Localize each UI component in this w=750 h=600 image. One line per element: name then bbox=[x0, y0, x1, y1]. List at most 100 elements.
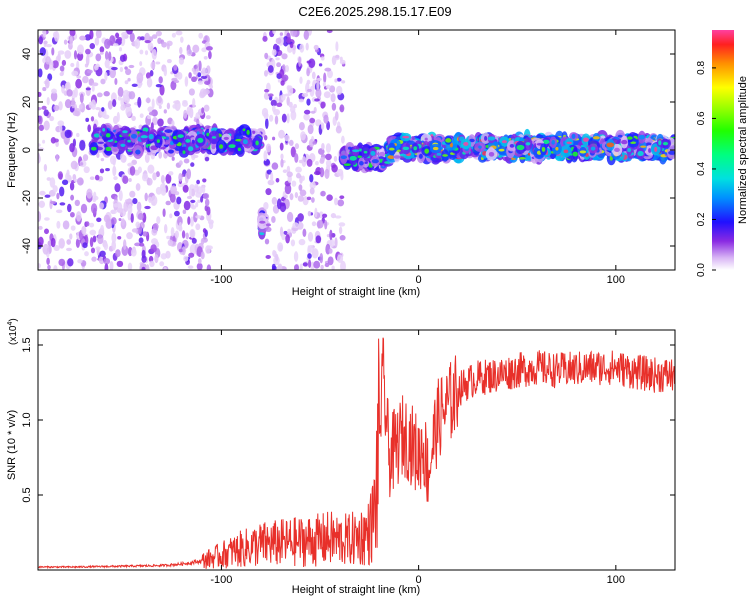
noise-speck bbox=[263, 92, 270, 100]
noise-speck bbox=[182, 209, 187, 214]
signal-peak bbox=[468, 138, 475, 143]
noise-speck bbox=[85, 48, 91, 55]
noise-speck bbox=[151, 98, 155, 109]
noise-speck bbox=[283, 194, 288, 199]
signal-peak bbox=[627, 136, 633, 140]
noise-speck bbox=[305, 42, 309, 51]
noise-speck bbox=[335, 54, 340, 59]
snr-xlabel: Height of straight line (km) bbox=[292, 584, 420, 596]
noise-speck bbox=[335, 111, 339, 121]
noise-speck bbox=[306, 196, 312, 201]
noise-speck bbox=[184, 76, 189, 87]
noise-speck bbox=[95, 53, 102, 62]
noise-speck bbox=[171, 156, 175, 161]
noise-speck bbox=[108, 51, 112, 61]
noise-speck bbox=[195, 223, 201, 231]
noise-speck bbox=[109, 35, 116, 46]
noise-speck bbox=[275, 57, 280, 61]
noise-speck bbox=[130, 248, 137, 257]
noise-speck bbox=[128, 91, 136, 100]
noise-speck bbox=[137, 96, 142, 108]
noise-speck bbox=[50, 91, 58, 102]
noise-speck bbox=[192, 44, 200, 54]
signal-peak bbox=[393, 155, 401, 159]
noise-speck bbox=[313, 44, 319, 50]
signal-peak bbox=[640, 145, 647, 148]
signal-peak bbox=[182, 150, 186, 154]
signal-peak bbox=[487, 136, 496, 141]
noise-speck bbox=[105, 168, 110, 172]
y-tick-label: 20 bbox=[21, 96, 33, 108]
noise-speck bbox=[52, 60, 59, 69]
noise-speck bbox=[271, 265, 278, 270]
signal-peak bbox=[223, 136, 229, 141]
noise-speck bbox=[66, 89, 73, 97]
noise-speck bbox=[302, 262, 308, 267]
signal-peak bbox=[501, 140, 507, 144]
noise-speck bbox=[77, 259, 83, 264]
noise-speck bbox=[117, 236, 122, 240]
noise-speck bbox=[131, 83, 138, 87]
noise-speck bbox=[163, 267, 167, 270]
noise-speck bbox=[183, 200, 191, 211]
noise-speck bbox=[62, 220, 70, 230]
noise-speck bbox=[89, 176, 95, 181]
noise-speck bbox=[110, 92, 117, 103]
noise-speck bbox=[320, 156, 325, 163]
noise-speck bbox=[58, 258, 66, 267]
signal-peak bbox=[251, 130, 256, 134]
noise-speck bbox=[186, 49, 193, 56]
noise-speck bbox=[323, 114, 329, 124]
noise-speck bbox=[297, 195, 304, 202]
noise-speck bbox=[265, 118, 269, 129]
noise-speck bbox=[197, 199, 201, 203]
noise-speck bbox=[113, 203, 119, 208]
noise-speck bbox=[116, 260, 124, 268]
signal-peak bbox=[402, 146, 410, 151]
signal-peak bbox=[638, 134, 646, 140]
noise-speck bbox=[101, 107, 105, 112]
signal-peak bbox=[579, 150, 587, 154]
noise-speck bbox=[286, 37, 292, 44]
noise-speck bbox=[289, 193, 294, 201]
noise-speck bbox=[181, 230, 186, 239]
noise-speck bbox=[171, 120, 175, 127]
noise-speck bbox=[66, 169, 70, 178]
noise-speck bbox=[290, 239, 296, 247]
noise-speck bbox=[320, 122, 325, 131]
noise-speck bbox=[150, 61, 156, 70]
noise-speck bbox=[329, 85, 336, 93]
noise-speck bbox=[52, 185, 58, 193]
noise-speck bbox=[186, 195, 193, 200]
signal-peak bbox=[432, 146, 439, 151]
noise-speck bbox=[145, 264, 150, 270]
noise-speck bbox=[200, 238, 205, 245]
noise-speck bbox=[280, 158, 284, 168]
noise-speck bbox=[155, 30, 162, 37]
noise-speck bbox=[309, 181, 316, 190]
noise-speck bbox=[339, 195, 345, 200]
noise-speck bbox=[331, 265, 335, 270]
noise-speck bbox=[296, 172, 301, 179]
noise-speck bbox=[87, 124, 92, 133]
noise-speck bbox=[126, 30, 133, 35]
noise-speck bbox=[70, 160, 78, 170]
signal-peak bbox=[156, 139, 161, 143]
noise-speck bbox=[120, 97, 124, 107]
y-tick-label: -20 bbox=[21, 190, 33, 206]
signal-peak bbox=[388, 147, 395, 151]
noise-speck bbox=[280, 153, 284, 160]
noise-speck bbox=[311, 197, 315, 203]
noise-speck bbox=[90, 203, 98, 214]
noise-speck bbox=[92, 235, 97, 243]
colorbar-tick-label: 0.2 bbox=[696, 212, 707, 226]
noise-speck bbox=[335, 41, 339, 52]
noise-speck bbox=[283, 230, 288, 235]
noise-speck bbox=[171, 32, 177, 38]
noise-speck bbox=[325, 153, 332, 161]
noise-speck bbox=[99, 51, 104, 55]
noise-speck bbox=[165, 200, 171, 206]
noise-speck bbox=[44, 78, 50, 89]
noise-speck bbox=[205, 245, 211, 254]
noise-speck bbox=[307, 253, 312, 259]
